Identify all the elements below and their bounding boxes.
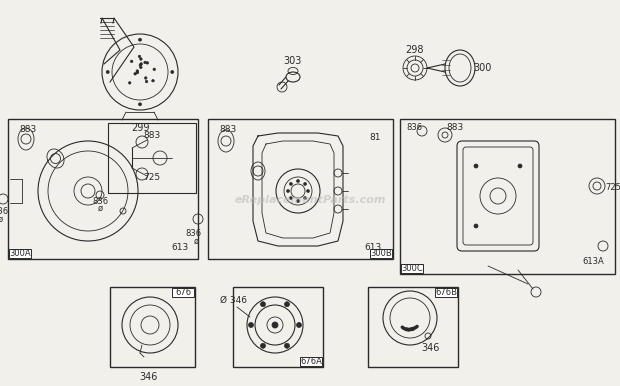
Circle shape (260, 302, 265, 307)
Circle shape (518, 164, 522, 168)
Circle shape (106, 71, 109, 73)
Circle shape (304, 196, 306, 200)
Circle shape (304, 183, 306, 185)
Circle shape (296, 322, 301, 327)
Circle shape (285, 302, 290, 307)
Bar (108, 123, 196, 193)
Circle shape (306, 190, 309, 193)
Circle shape (140, 66, 142, 69)
Circle shape (138, 38, 141, 41)
Bar (172, 288, 194, 297)
Text: 613: 613 (365, 242, 382, 252)
Bar (8, 119, 198, 259)
Bar (208, 119, 393, 259)
Circle shape (130, 60, 133, 63)
Text: 883: 883 (19, 125, 37, 134)
Bar (233, 287, 323, 367)
Text: 836: 836 (406, 122, 422, 132)
Circle shape (145, 80, 148, 83)
Text: 81: 81 (370, 132, 381, 142)
Circle shape (286, 190, 290, 193)
Text: 346: 346 (421, 343, 439, 353)
Circle shape (144, 77, 147, 79)
Text: 298: 298 (405, 45, 424, 55)
Text: 836: 836 (185, 229, 201, 237)
Text: 300B: 300B (370, 249, 392, 258)
Text: eReplacementParts.com: eReplacementParts.com (234, 195, 386, 205)
Text: 883: 883 (143, 130, 161, 139)
Circle shape (128, 81, 131, 84)
Text: ø: ø (0, 215, 2, 223)
Bar (110, 287, 195, 367)
Text: 346: 346 (139, 372, 157, 382)
Text: 836: 836 (0, 207, 8, 215)
Text: 303: 303 (284, 56, 302, 66)
Circle shape (136, 70, 139, 72)
Circle shape (134, 73, 136, 75)
Bar (300, 357, 322, 366)
Circle shape (139, 64, 141, 66)
Text: ø: ø (97, 203, 102, 213)
Circle shape (170, 71, 174, 73)
Circle shape (138, 55, 141, 58)
Text: Ø 346: Ø 346 (219, 296, 247, 305)
Bar (401, 264, 423, 273)
Text: 836: 836 (92, 196, 108, 205)
Bar (370, 249, 392, 258)
Circle shape (290, 183, 293, 185)
Bar (435, 288, 457, 297)
Text: 300C: 300C (401, 264, 423, 273)
Circle shape (144, 61, 146, 64)
Circle shape (474, 224, 478, 228)
Text: 676: 676 (175, 288, 191, 297)
Text: 725: 725 (143, 173, 161, 183)
Circle shape (296, 179, 299, 183)
Text: 725B: 725B (605, 183, 620, 193)
Circle shape (152, 80, 154, 82)
Circle shape (296, 200, 299, 203)
Circle shape (290, 196, 293, 200)
Text: 883: 883 (219, 125, 237, 134)
Circle shape (138, 103, 141, 106)
Text: 676B: 676B (435, 288, 457, 297)
Text: ø: ø (193, 237, 198, 245)
Text: 613: 613 (171, 242, 188, 252)
Text: 613A: 613A (582, 257, 604, 266)
Circle shape (285, 343, 290, 348)
Bar (9, 249, 31, 258)
Circle shape (146, 62, 149, 64)
Circle shape (260, 343, 265, 348)
Circle shape (153, 68, 156, 71)
Text: 300: 300 (473, 63, 491, 73)
Circle shape (136, 71, 139, 74)
Text: 676A: 676A (300, 357, 322, 366)
Bar (400, 119, 615, 274)
Circle shape (272, 322, 278, 328)
Circle shape (249, 322, 254, 327)
Circle shape (140, 58, 142, 60)
Text: 300A: 300A (9, 249, 31, 258)
Bar (368, 287, 458, 367)
Circle shape (140, 63, 143, 65)
Circle shape (474, 164, 478, 168)
Text: 883: 883 (446, 122, 464, 132)
Text: 299: 299 (131, 123, 149, 133)
